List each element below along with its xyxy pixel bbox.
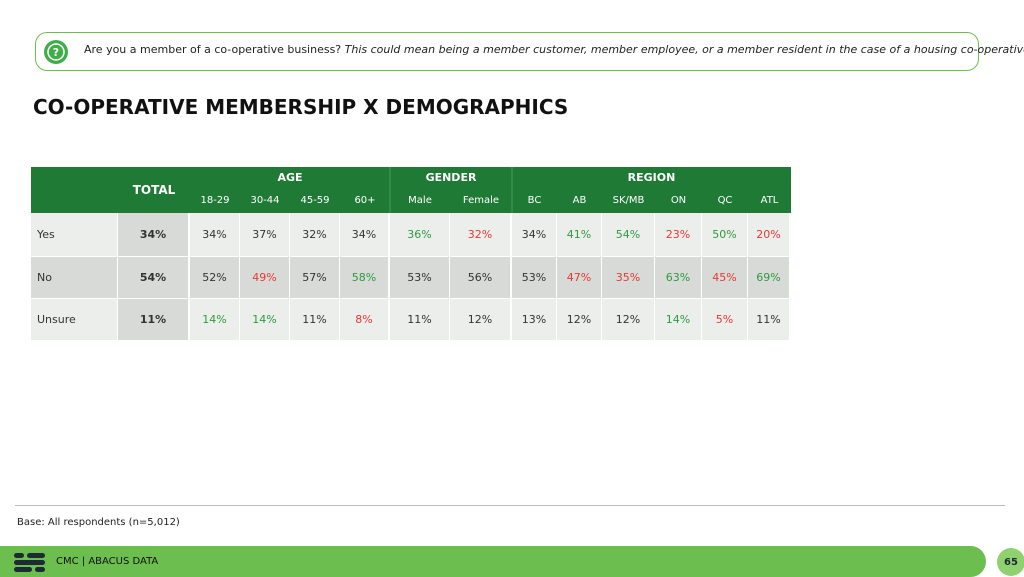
data-cell: 63% [655, 257, 701, 298]
data-cell: 35% [602, 257, 654, 298]
data-cell: 56% [450, 257, 510, 298]
data-cell: 11% [290, 299, 339, 340]
column-header: 45-59 [300, 194, 330, 206]
data-cell: 36% [390, 213, 449, 256]
data-cell: 14% [240, 299, 289, 340]
data-cell: 41% [557, 213, 601, 256]
column-header: 60+ [354, 194, 376, 206]
data-cell: 58% [340, 257, 388, 298]
table: TOTAL AGE 18-29 30-44 45-59 60+ GENDER Male Fema… [31, 167, 791, 340]
row-label: No [31, 257, 117, 298]
column-header: BC [527, 194, 542, 206]
data-cell: 69% [748, 257, 789, 298]
question-text: Are you a member of a co-operative busin… [84, 43, 1024, 56]
group-divider [389, 167, 391, 213]
footer-logo [14, 553, 45, 572]
footer-brand: CMC | ABACUS DATA [56, 556, 159, 567]
total-cell: 11% [118, 299, 188, 340]
data-cell: 37% [240, 213, 289, 256]
data-cell: 52% [190, 257, 239, 298]
column-header: 18-29 [200, 194, 230, 206]
data-cell: 57% [290, 257, 339, 298]
data-cell: 14% [190, 299, 239, 340]
data-cell: 5% [702, 299, 747, 340]
data-cell: 49% [240, 257, 289, 298]
group-header: AGE [277, 170, 303, 184]
column-header: ATL [760, 194, 779, 206]
footer-bar [0, 546, 986, 577]
data-cell: 13% [512, 299, 556, 340]
data-cell: 34% [340, 213, 388, 256]
question-icon: ? [44, 40, 68, 64]
group-header: GENDER [425, 170, 477, 184]
column-header: SK/MB [612, 194, 645, 206]
question-box [35, 32, 979, 71]
data-cell: 47% [557, 257, 601, 298]
row-label: Unsure [31, 299, 117, 340]
data-cell: 53% [512, 257, 556, 298]
question-detail: This could mean being a member customer,… [344, 43, 1024, 56]
data-cell: 45% [702, 257, 747, 298]
column-header: Male [408, 194, 432, 206]
footer-rule [15, 505, 1005, 506]
data-cell: 34% [190, 213, 239, 256]
column-header: AB [572, 194, 587, 206]
data-cell: 12% [557, 299, 601, 340]
data-cell: 34% [512, 213, 556, 256]
page-number: 65 [997, 548, 1024, 576]
total-cell: 34% [118, 213, 188, 256]
data-cell: 14% [655, 299, 701, 340]
data-cell: 32% [450, 213, 510, 256]
data-cell: 12% [450, 299, 510, 340]
data-cell: 11% [390, 299, 449, 340]
column-header: QC [717, 194, 733, 206]
total-cell: 54% [118, 257, 188, 298]
base-note: Base: All respondents (n=5,012) [17, 517, 180, 528]
data-cell: 23% [655, 213, 701, 256]
svg-text:?: ? [53, 46, 59, 59]
row-label: Yes [31, 213, 117, 256]
question-lead: Are you a member of a co-operative busin… [84, 43, 342, 56]
data-cell: 11% [748, 299, 789, 340]
data-cell: 53% [390, 257, 449, 298]
column-header: Female [462, 194, 500, 206]
data-cell: 50% [702, 213, 747, 256]
group-header: REGION [627, 170, 676, 184]
column-header: 30-44 [250, 194, 280, 206]
data-cell: 32% [290, 213, 339, 256]
data-cell: 12% [602, 299, 654, 340]
data-cell: 20% [748, 213, 789, 256]
column-header: ON [670, 194, 687, 206]
total-header: TOTAL [132, 183, 176, 197]
data-cell: 8% [340, 299, 388, 340]
slide-title: CO-OPERATIVE MEMBERSHIP X DEMOGRAPHICS [33, 95, 569, 119]
group-divider [511, 167, 513, 213]
data-cell: 54% [602, 213, 654, 256]
header-bg [31, 167, 791, 213]
